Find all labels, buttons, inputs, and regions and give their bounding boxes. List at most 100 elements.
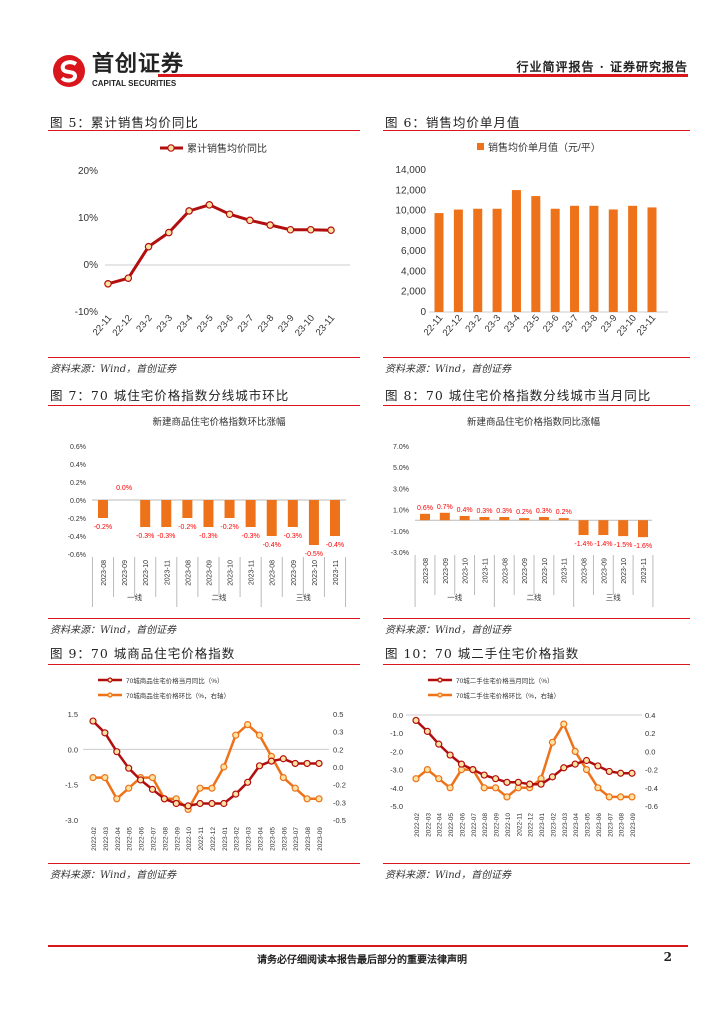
bar bbox=[287, 500, 298, 527]
x-tick-label: 2022-04 bbox=[437, 813, 444, 837]
y-tick-label: 2,000 bbox=[401, 287, 426, 298]
y-tick-label: 5.0% bbox=[393, 465, 409, 472]
bar bbox=[182, 500, 193, 518]
y-tick-label: 0.3 bbox=[333, 728, 343, 737]
x-tick-label: 2023-09 bbox=[122, 560, 129, 586]
data-point bbox=[503, 778, 511, 786]
data-point bbox=[435, 775, 443, 783]
x-tick-label: 2023-04 bbox=[573, 813, 580, 837]
data-point bbox=[412, 775, 420, 783]
data-label: -0.4% bbox=[326, 542, 344, 549]
data-point bbox=[548, 773, 557, 781]
logo-subtitle: CAPITAL SECURITIES bbox=[92, 79, 177, 88]
data-point bbox=[306, 225, 315, 234]
x-tick-label: 2023-03 bbox=[246, 827, 253, 851]
page-number: 2 bbox=[663, 950, 672, 964]
y-tick-label: 0.0 bbox=[68, 745, 78, 754]
footer-rule bbox=[48, 945, 688, 947]
data-label: -1.4% bbox=[574, 541, 592, 548]
x-tick-label: 2023-08 bbox=[305, 827, 312, 851]
legend-label: 累计销售均价同比 bbox=[187, 142, 267, 155]
bar bbox=[266, 500, 277, 536]
x-tick-label: 2022-12 bbox=[210, 827, 217, 851]
x-tick-label: 2022-04 bbox=[115, 827, 122, 851]
data-point bbox=[104, 280, 112, 288]
source-note: 资料来源：Wind，首创证券 bbox=[385, 625, 512, 636]
y-tick-label: 7.0% bbox=[393, 444, 409, 451]
data-point bbox=[291, 784, 299, 792]
data-label: 0.2% bbox=[556, 509, 572, 516]
data-point bbox=[437, 677, 443, 683]
x-tick-label: 2022-02 bbox=[414, 813, 421, 837]
source-note: 资料来源：Wind，首创证券 bbox=[385, 364, 512, 375]
x-tick-label: 2023-08 bbox=[502, 558, 509, 584]
x-tick-label: 2023-05 bbox=[585, 813, 592, 837]
y-tick-label: -0.2 bbox=[333, 781, 346, 790]
bar bbox=[638, 520, 648, 538]
divider bbox=[383, 405, 690, 406]
data-label: 0.7% bbox=[437, 504, 453, 511]
chart-new-home-mom: 新建商品住宅价格指数环比涨幅 0.6% 0.4% 0.2% 0.0% -0.2% -0.4%… bbox=[68, 416, 347, 607]
x-tick-label: 2023-11 bbox=[562, 558, 569, 583]
data-point bbox=[514, 778, 522, 786]
bar bbox=[628, 205, 638, 312]
header-rule bbox=[158, 74, 688, 77]
data-point bbox=[412, 716, 420, 725]
data-point bbox=[225, 210, 234, 219]
y-tick-label: 0.0 bbox=[645, 747, 655, 756]
group-label: 一线 bbox=[447, 592, 462, 602]
x-tick-label: 23-7 bbox=[236, 313, 257, 335]
y-tick-label: 0.0 bbox=[333, 763, 343, 772]
x-tick-label: 2022-05 bbox=[127, 827, 134, 851]
data-point bbox=[107, 692, 113, 698]
data-label: -0.5% bbox=[305, 551, 323, 558]
data-point bbox=[548, 738, 557, 746]
chart-70city-resale-index: 70城二手住宅价格当月同比（%） 70城二手住宅价格环比（%，右轴） 0.0 -1.0… bbox=[390, 676, 658, 837]
bar bbox=[578, 520, 589, 536]
data-point bbox=[315, 795, 323, 803]
legend-label: 70城商品住宅价格当月同比（%） bbox=[126, 676, 224, 685]
series-line bbox=[107, 203, 332, 286]
data-point bbox=[446, 751, 454, 759]
divider bbox=[48, 130, 360, 131]
figure-7-title: 图 7：70 城住宅价格指数分线城市环比 bbox=[50, 388, 290, 403]
chart-monthly-avg-price: 销售均价单月值（元/平） 14,000 12,000 10,000 8,000 6,000… bbox=[395, 141, 668, 339]
y-tick-label: 0 bbox=[420, 307, 426, 318]
data-point bbox=[435, 740, 443, 748]
x-tick-label: 2023-10 bbox=[312, 560, 319, 586]
x-tick-label: 2023-11 bbox=[641, 558, 648, 583]
x-tick-label: 23-11 bbox=[635, 313, 659, 338]
series-line bbox=[92, 720, 319, 808]
x-tick-label: 23-10 bbox=[293, 313, 317, 339]
y-tick-label: 14,000 bbox=[395, 165, 426, 176]
data-label: -0.3% bbox=[284, 533, 302, 540]
x-tick-label: 2023-09 bbox=[601, 558, 608, 584]
x-tick-label: 23-5 bbox=[521, 313, 542, 335]
y-tick-label: 0.0% bbox=[70, 498, 86, 505]
x-tick-label: 2023-02 bbox=[550, 813, 557, 837]
y-tick-label: -5.0 bbox=[390, 802, 403, 811]
y-tick-label: -3.0 bbox=[390, 766, 403, 775]
data-point bbox=[167, 144, 175, 152]
divider bbox=[48, 863, 360, 864]
x-tick-label: 2022-08 bbox=[162, 827, 169, 851]
x-tick-label: 23-2 bbox=[463, 313, 484, 335]
y-tick-label: 6,000 bbox=[401, 246, 426, 257]
data-label: -0.2% bbox=[94, 524, 112, 531]
data-point bbox=[628, 793, 636, 801]
x-tick-label: 2023-08 bbox=[185, 560, 192, 586]
x-tick-label: 2023-08 bbox=[101, 560, 108, 586]
x-tick-label: 2022-03 bbox=[103, 827, 110, 851]
data-point bbox=[107, 677, 113, 683]
x-tick-label: 2022-08 bbox=[482, 813, 489, 837]
source-note: 资料来源：Wind，首创证券 bbox=[50, 870, 177, 881]
bar bbox=[608, 209, 618, 312]
x-tick-label: 2023-04 bbox=[258, 827, 265, 851]
y-tick-label: 0.2% bbox=[70, 480, 86, 487]
data-point bbox=[246, 216, 254, 225]
data-point bbox=[124, 274, 133, 282]
bar bbox=[570, 205, 580, 312]
bar bbox=[224, 500, 235, 518]
bar bbox=[245, 500, 256, 527]
x-tick-label: 2022-09 bbox=[174, 827, 181, 851]
